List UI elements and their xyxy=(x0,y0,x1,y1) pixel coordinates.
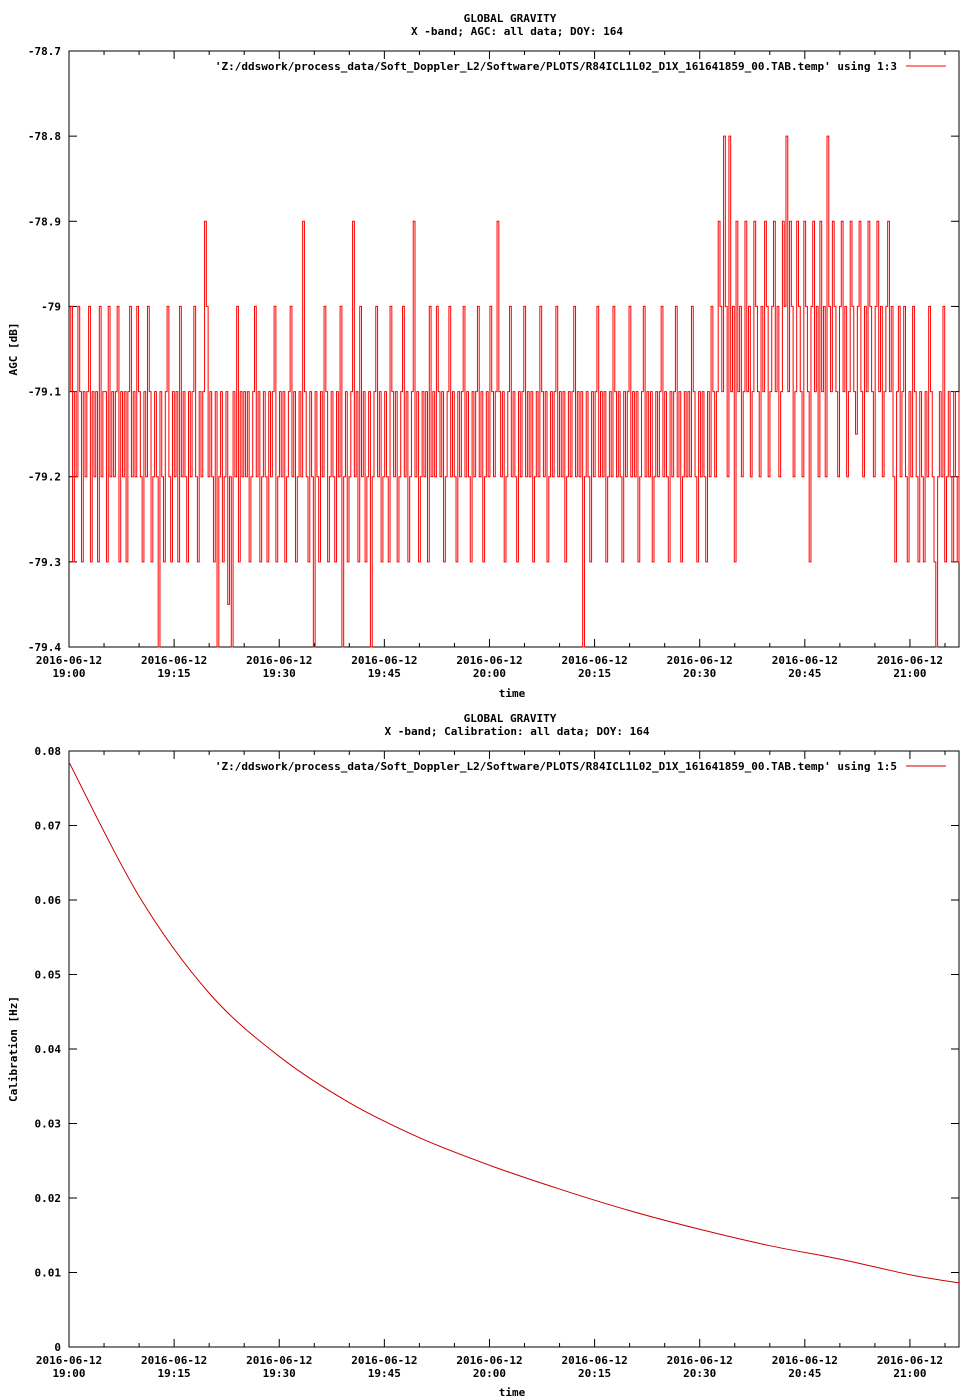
agc-x-tick-date: 2016-06-12 xyxy=(141,654,207,667)
agc-x-tick-date: 2016-06-12 xyxy=(561,654,627,667)
agc-chart-subtitle: X -band; AGC: all data; DOY: 164 xyxy=(411,25,623,38)
calibration-x-tick-date: 2016-06-12 xyxy=(351,1354,417,1367)
calibration-y-tick-label: 0.04 xyxy=(35,1043,62,1056)
calibration-x-tick-date: 2016-06-12 xyxy=(36,1354,102,1367)
calibration-x-axis: 2016-06-1219:002016-06-1219:152016-06-12… xyxy=(36,751,946,1380)
agc-y-axis-label: AGC [dB] xyxy=(7,323,20,376)
agc-y-tick-label: -79.3 xyxy=(28,556,61,569)
calibration-x-tick-time: 20:45 xyxy=(788,1367,821,1380)
calibration-x-tick-time: 19:45 xyxy=(368,1367,401,1380)
agc-x-axis-label: time xyxy=(499,687,526,700)
agc-y-tick-label: -78.7 xyxy=(28,45,61,58)
calibration-y-tick-label: 0 xyxy=(54,1341,61,1354)
agc-x-tick-date: 2016-06-12 xyxy=(456,654,522,667)
calibration-x-tick-time: 21:00 xyxy=(893,1367,926,1380)
agc-x-tick-date: 2016-06-12 xyxy=(667,654,733,667)
agc-plot-frame xyxy=(68,50,960,648)
calibration-x-tick-time: 19:15 xyxy=(158,1367,191,1380)
calibration-x-tick-time: 19:30 xyxy=(263,1367,296,1380)
agc-x-tick-time: 20:15 xyxy=(578,667,611,680)
calibration-x-tick-date: 2016-06-12 xyxy=(561,1354,627,1367)
agc-y-tick-label: -78.8 xyxy=(28,130,61,143)
agc-series-line xyxy=(69,135,960,648)
calibration-y-axis-label: Calibration [Hz] xyxy=(7,996,20,1102)
agc-x-tick-time: 19:45 xyxy=(368,667,401,680)
agc-chart: GLOBAL GRAVITY X -band; AGC: all data; D… xyxy=(7,12,960,700)
calibration-series-line xyxy=(68,761,960,1284)
calibration-x-tick-date: 2016-06-12 xyxy=(877,1354,943,1367)
calibration-x-tick-date: 2016-06-12 xyxy=(246,1354,312,1367)
calibration-x-tick-date: 2016-06-12 xyxy=(772,1354,838,1367)
agc-x-tick-date: 2016-06-12 xyxy=(36,654,102,667)
agc-x-axis: 2016-06-1219:002016-06-1219:152016-06-12… xyxy=(36,51,946,680)
agc-y-tick-label: -79 xyxy=(41,300,61,313)
calibration-y-tick-label: 0.01 xyxy=(35,1267,62,1280)
calibration-x-tick-date: 2016-06-12 xyxy=(456,1354,522,1367)
calibration-plot-frame xyxy=(68,750,960,1348)
agc-x-tick-time: 19:30 xyxy=(263,667,296,680)
agc-x-tick-date: 2016-06-12 xyxy=(877,654,943,667)
agc-chart-title: GLOBAL GRAVITY xyxy=(464,12,557,25)
calibration-x-tick-time: 20:15 xyxy=(578,1367,611,1380)
calibration-y-tick-label: 0.06 xyxy=(35,894,62,907)
agc-legend-label: 'Z:/ddswork/process_data/Soft_Doppler_L2… xyxy=(215,60,897,73)
agc-x-tick-time: 20:45 xyxy=(788,667,821,680)
agc-x-tick-time: 20:00 xyxy=(473,667,506,680)
calibration-chart-subtitle: X -band; Calibration: all data; DOY: 164 xyxy=(385,725,650,738)
agc-y-tick-label: -79.2 xyxy=(28,471,61,484)
agc-x-tick-time: 21:00 xyxy=(893,667,926,680)
agc-x-tick-time: 19:15 xyxy=(158,667,191,680)
agc-x-tick-date: 2016-06-12 xyxy=(246,654,312,667)
calibration-x-tick-date: 2016-06-12 xyxy=(667,1354,733,1367)
calibration-chart: GLOBAL GRAVITY X -band; Calibration: all… xyxy=(7,712,960,1399)
agc-y-tick-label: -79.4 xyxy=(28,641,61,654)
calibration-legend-label: 'Z:/ddswork/process_data/Soft_Doppler_L2… xyxy=(215,760,897,773)
calibration-x-axis-label: time xyxy=(499,1386,526,1399)
calibration-y-tick-label: 0.02 xyxy=(35,1192,62,1205)
agc-x-tick-time: 19:00 xyxy=(52,667,85,680)
calibration-x-tick-time: 19:00 xyxy=(52,1367,85,1380)
calibration-y-tick-label: 0.07 xyxy=(35,820,62,833)
calibration-chart-title: GLOBAL GRAVITY xyxy=(464,712,557,725)
agc-x-tick-date: 2016-06-12 xyxy=(772,654,838,667)
calibration-x-tick-date: 2016-06-12 xyxy=(141,1354,207,1367)
calibration-y-axis: 0.08 0.07 0.06 0.05 0.04 0.03 0.02 0.01 0 xyxy=(35,745,959,1354)
agc-y-tick-label: -79.1 xyxy=(28,386,61,399)
calibration-x-tick-time: 20:30 xyxy=(683,1367,716,1380)
calibration-y-tick-label: 0.03 xyxy=(35,1118,62,1131)
agc-y-tick-label: -78.9 xyxy=(28,215,61,228)
agc-x-tick-date: 2016-06-12 xyxy=(351,654,417,667)
agc-x-tick-time: 20:30 xyxy=(683,667,716,680)
calibration-y-tick-label: 0.08 xyxy=(35,745,62,758)
calibration-x-tick-time: 20:00 xyxy=(473,1367,506,1380)
calibration-y-tick-label: 0.05 xyxy=(35,969,62,982)
